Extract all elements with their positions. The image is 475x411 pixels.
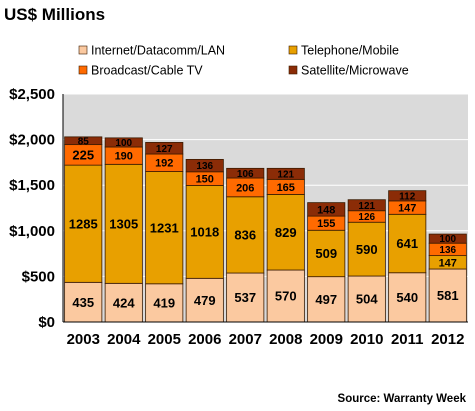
bar-segment bbox=[266, 269, 305, 323]
source-note: Source: Warranty Week bbox=[338, 393, 467, 405]
x-tick-label: 2003 bbox=[67, 331, 100, 348]
data-label: 641 bbox=[396, 236, 418, 251]
bar-segment bbox=[104, 163, 143, 284]
bar-segment bbox=[104, 137, 143, 148]
data-label: 150 bbox=[196, 174, 214, 186]
data-label: 424 bbox=[113, 295, 135, 310]
data-label: 121 bbox=[358, 201, 375, 212]
bar-segment bbox=[226, 167, 265, 179]
data-label: 100 bbox=[439, 234, 456, 245]
data-label: 100 bbox=[115, 138, 132, 149]
data-label: 148 bbox=[317, 204, 335, 216]
bar-segment bbox=[64, 281, 103, 323]
x-tick-label: 2012 bbox=[431, 331, 464, 348]
data-label: 419 bbox=[153, 296, 175, 311]
y-tick-label: $0 bbox=[38, 314, 55, 331]
data-label: 121 bbox=[277, 169, 294, 180]
bar-segment bbox=[266, 167, 305, 180]
bar-segment bbox=[64, 164, 103, 283]
data-label: 1018 bbox=[190, 225, 219, 240]
data-label: 126 bbox=[358, 212, 375, 223]
legend: Internet/Datacomm/LAN Telephone/Mobile Bro… bbox=[78, 44, 409, 78]
data-label: 537 bbox=[234, 290, 256, 305]
x-tick-label: 2008 bbox=[269, 331, 302, 348]
x-tick-label: 2010 bbox=[350, 331, 383, 348]
y-tick-label: $500 bbox=[22, 268, 55, 285]
bar-segment bbox=[347, 199, 386, 212]
data-label: 540 bbox=[396, 290, 418, 305]
bar-segment bbox=[104, 282, 143, 323]
bar-segment bbox=[428, 233, 467, 244]
x-tick-label: 2006 bbox=[188, 331, 221, 348]
y-tick-label: $2,500 bbox=[9, 86, 55, 103]
data-label: 479 bbox=[194, 293, 216, 308]
bar-segment bbox=[64, 136, 103, 146]
data-label: 504 bbox=[356, 292, 378, 307]
bar-segment bbox=[145, 142, 184, 155]
x-tick-label: 2011 bbox=[391, 331, 424, 348]
data-label: 136 bbox=[196, 161, 213, 172]
data-label: 509 bbox=[315, 246, 337, 261]
x-tick-label: 2009 bbox=[310, 331, 343, 348]
data-label: 190 bbox=[115, 151, 133, 163]
bar-segment bbox=[388, 213, 427, 274]
x-tick-label: 2007 bbox=[229, 331, 262, 348]
chart-title: US$ Millions bbox=[4, 5, 105, 24]
data-label: 147 bbox=[439, 257, 457, 269]
data-label: 112 bbox=[399, 191, 416, 202]
data-label: 127 bbox=[156, 144, 173, 155]
legend-swatch bbox=[288, 65, 298, 75]
data-label: 165 bbox=[277, 182, 295, 194]
data-label: 581 bbox=[437, 288, 459, 303]
data-label: 106 bbox=[237, 169, 254, 180]
data-label: 147 bbox=[398, 203, 416, 215]
data-label: 1231 bbox=[150, 220, 179, 235]
legend-label: Telephone/Mobile bbox=[301, 44, 399, 58]
x-tick-label: 2004 bbox=[107, 331, 141, 348]
y-tick-label: $1,000 bbox=[9, 223, 55, 240]
bar-segment bbox=[388, 272, 427, 323]
data-label: 829 bbox=[275, 225, 297, 240]
bar-segment bbox=[185, 277, 224, 323]
legend-swatch bbox=[78, 65, 88, 75]
data-label: 155 bbox=[317, 218, 335, 230]
bar-segment bbox=[185, 158, 224, 173]
data-label: 85 bbox=[78, 136, 90, 147]
y-axis-ticks: $2,500 $2,000 $1,500 $1,000 $500 $0 bbox=[9, 86, 55, 331]
data-label: 136 bbox=[439, 245, 456, 256]
legend-swatch bbox=[78, 45, 88, 55]
legend-label: Internet/Datacomm/LAN bbox=[91, 44, 225, 58]
data-label: 225 bbox=[72, 148, 94, 163]
data-label: 497 bbox=[315, 292, 337, 307]
legend-label: Satellite/Microwave bbox=[301, 64, 409, 78]
data-label: 1305 bbox=[109, 217, 138, 232]
data-label: 590 bbox=[356, 242, 378, 257]
data-label: 192 bbox=[155, 158, 173, 170]
bar-segment bbox=[307, 276, 346, 323]
legend-label: Broadcast/Cable TV bbox=[91, 64, 203, 78]
bar-segment bbox=[347, 221, 386, 277]
data-label: 435 bbox=[72, 295, 94, 310]
y-tick-label: $1,500 bbox=[9, 177, 55, 194]
data-label: 570 bbox=[275, 289, 297, 304]
bar-segment bbox=[185, 185, 224, 279]
data-label: 1285 bbox=[69, 216, 98, 231]
data-label: 836 bbox=[234, 228, 256, 243]
bar-segment bbox=[307, 229, 346, 278]
bar-segment bbox=[388, 190, 427, 202]
y-tick-label: $2,000 bbox=[9, 132, 55, 149]
bar-segment bbox=[307, 202, 346, 217]
data-label: 206 bbox=[236, 182, 254, 194]
x-tick-label: 2005 bbox=[148, 331, 181, 348]
x-axis-ticks: 2003 2004 2005 2006 2007 2008 2009 2010 2011 2012 bbox=[67, 331, 465, 348]
legend-swatch bbox=[288, 45, 298, 55]
